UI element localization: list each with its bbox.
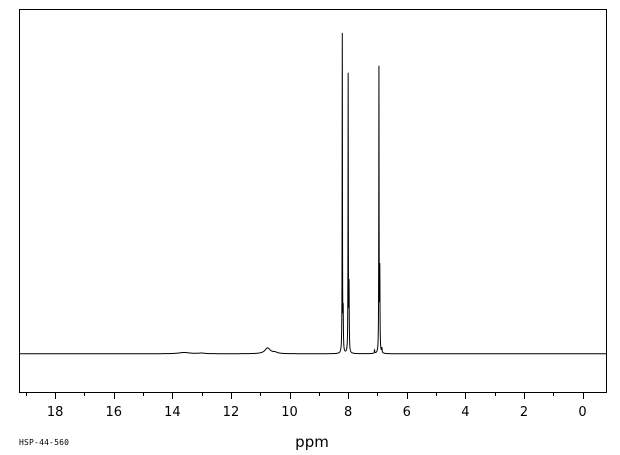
x-axis-tick-label: 14 [164,405,181,420]
x-axis-ticks [26,392,584,399]
x-axis-tick-label: 18 [47,405,64,420]
x-axis-tick-label: 16 [105,405,122,420]
x-axis-tick-label: 4 [461,405,469,420]
x-axis-tick-label: 10 [281,405,298,420]
x-axis-tick-label: 8 [344,405,352,420]
sample-code: HSP-44-560 [19,438,70,447]
x-axis-tick-label: 0 [578,405,586,420]
plot-frame [19,9,607,393]
x-axis-tick-label: 12 [223,405,240,420]
x-axis-tick-labels: 18 16 14 12 10 8 6 4 2 0 [47,405,587,420]
spectrum-line [20,32,606,355]
x-axis-label: ppm [295,433,329,451]
x-axis-tick-label: 2 [520,405,528,420]
x-axis-tick-label: 6 [403,405,411,420]
